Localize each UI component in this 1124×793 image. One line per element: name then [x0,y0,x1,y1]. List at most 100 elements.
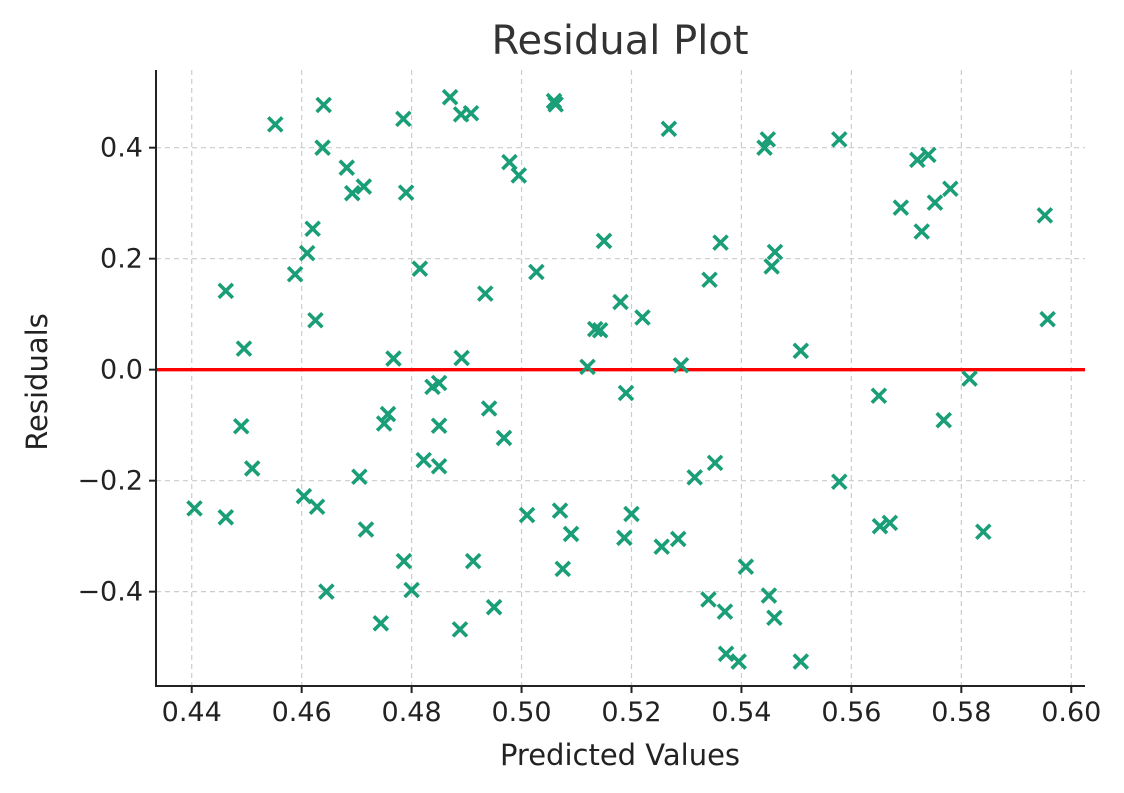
data-point [430,417,448,434]
data-point [186,500,203,517]
data-point [653,538,671,555]
data-point [766,243,784,261]
data-point [551,502,569,519]
data-point-stroke-b [926,194,944,211]
data-point-stroke-b [528,263,545,281]
data-point [397,184,415,201]
data-point [495,429,513,447]
data-point-stroke-b [495,429,513,447]
data-point-stroke-b [551,502,569,519]
data-point [763,258,780,275]
data-point [453,349,470,367]
data-point [217,282,235,300]
data-point [595,232,613,250]
data-point-stroke-b [669,530,687,548]
data-point [318,583,335,600]
data-point-stroke-b [372,615,390,632]
data-point [295,487,313,505]
data-point [430,457,448,475]
data-point [395,552,413,570]
data-point-stroke-b [430,417,448,434]
data-point-stroke-b [235,340,253,357]
data-point-stroke-b [441,88,459,106]
data-point-stroke-b [318,583,335,600]
data-point-stroke-b [518,506,536,524]
data-point-stroke-b [462,105,480,122]
data-point [975,523,992,540]
data-point [920,146,937,164]
data-point-stroke-b [792,342,810,360]
data-point [660,120,678,138]
data-point-stroke-b [562,525,580,543]
data-point-stroke-b [395,110,412,128]
data-point [737,558,755,575]
data-point-stroke-b [304,220,321,237]
x-tick-label: 0.44 [162,697,222,728]
data-point-stroke-b [314,139,331,156]
data-point [441,88,459,106]
data-point [379,405,397,423]
data-point-stroke-b [870,387,888,405]
data-point [672,356,690,374]
data-point [909,151,926,169]
data-point-stroke-b [232,418,250,435]
data-point-stroke-b [395,552,413,570]
data-point-stroke-b [616,529,633,547]
data-point-stroke-b [700,591,717,608]
data-point-stroke-b [961,370,978,387]
x-tick-label: 0.60 [1041,697,1101,728]
data-point-stroke-b [411,260,429,277]
data-point-stroke-b [1036,207,1054,224]
y-tick-label: 0.2 [100,244,143,275]
data-point-stroke-b [716,603,734,620]
data-point-stroke-b [759,131,777,148]
data-point [451,621,469,638]
data-point-stroke-b [942,180,959,198]
data-point [286,265,304,283]
data-point-stroke-b [831,473,848,491]
data-point [385,350,402,367]
data-point [730,653,747,670]
data-point-stroke-b [612,293,629,311]
data-point-stroke-b [430,374,448,392]
data-point [395,110,412,128]
data-point-stroke-b [186,500,203,517]
data-point [476,285,494,302]
data-point [831,473,848,491]
data-point-stroke-b [547,96,564,113]
data-point-stroke-b [717,645,735,663]
data-point-stroke-b [510,167,528,184]
x-tick-label: 0.52 [601,697,661,728]
x-tick-label: 0.56 [821,697,881,728]
data-point [766,609,783,627]
data-point-stroke-b [451,621,469,638]
data-point [892,199,910,216]
data-point [411,260,429,277]
data-point [617,384,635,402]
data-point-stroke-b [766,243,784,261]
data-point [716,603,734,620]
data-point [926,194,944,211]
data-point [547,96,564,113]
data-point [372,615,390,632]
data-point [403,581,420,599]
data-point-stroke-b [464,552,482,570]
axes [149,70,1085,693]
data-point [485,598,503,616]
data-point [586,320,604,338]
data-point-stroke-b [485,598,503,616]
data-point-stroke-b [672,356,690,374]
data-point-stroke-b [357,521,375,538]
scatter-points [186,88,1056,670]
data-point-stroke-b [660,120,678,138]
data-point-stroke-b [351,468,368,486]
data-point-stroke-b [760,587,778,604]
data-point-stroke-b [286,265,304,283]
data-point-stroke-b [737,558,755,575]
data-point-stroke-b [295,487,313,505]
data-point [415,451,432,469]
x-tick-label: 0.48 [382,697,442,728]
data-point-stroke-b [375,415,393,432]
data-point-stroke-b [430,457,448,475]
data-point [942,180,959,198]
